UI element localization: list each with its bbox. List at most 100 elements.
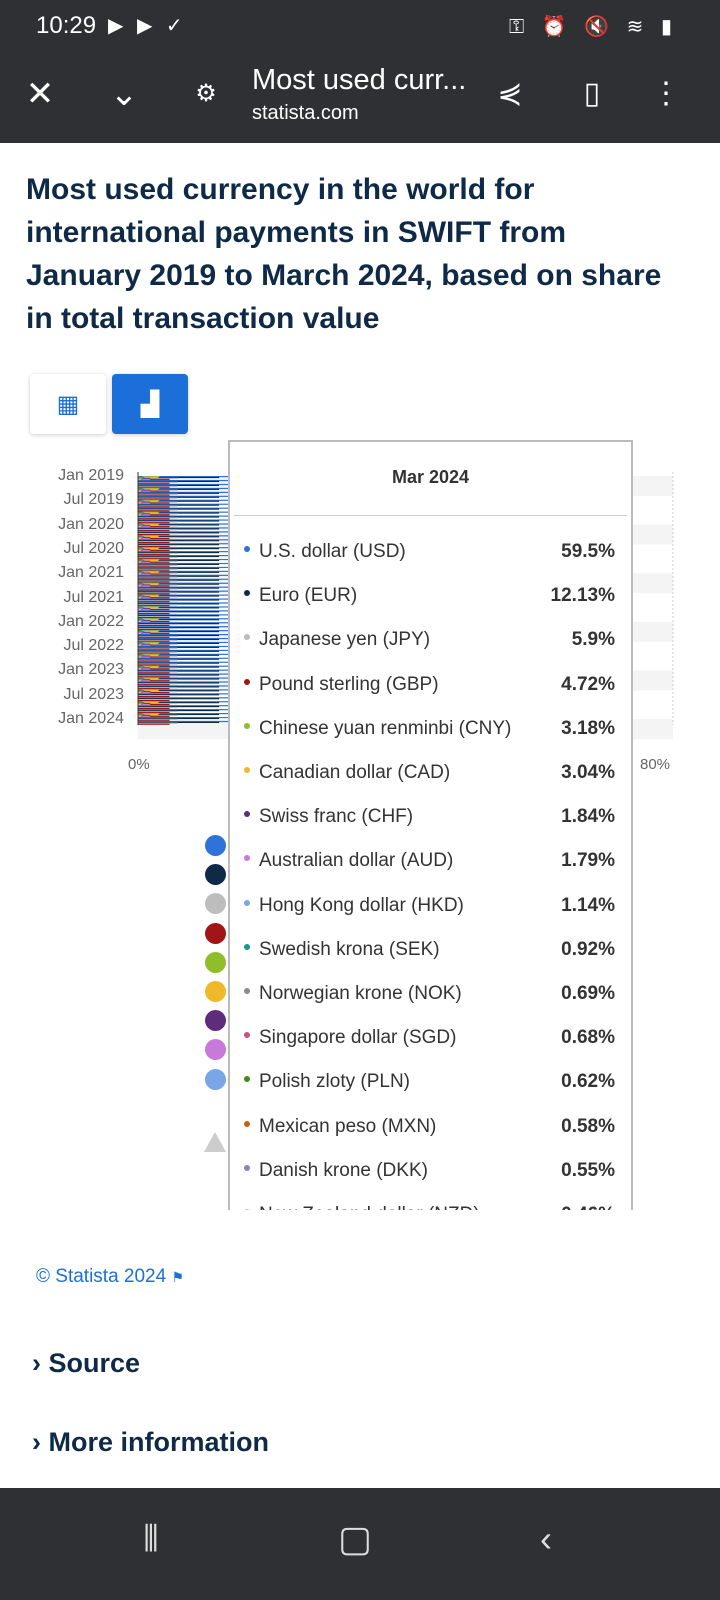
page-settings-icon[interactable]: ⚙	[195, 80, 217, 107]
more-information-accordion[interactable]: › More information	[32, 1427, 269, 1457]
tooltip-row: Australian dollar (AUD) 1.79%	[244, 839, 615, 883]
bar	[138, 537, 151, 539]
bar	[138, 707, 170, 709]
bar	[138, 723, 170, 725]
bar	[138, 703, 142, 706]
bar	[138, 553, 170, 555]
bar	[138, 559, 142, 562]
share-icon[interactable]: ⋞	[497, 77, 523, 110]
legend-dot[interactable]	[205, 835, 226, 856]
bar	[138, 702, 151, 705]
bar	[138, 561, 170, 563]
bar	[138, 525, 142, 527]
bar	[138, 509, 178, 511]
table-view-button[interactable]: ▦	[30, 374, 106, 434]
legend-dot[interactable]	[205, 1068, 226, 1090]
grid-icon: ▦	[56, 390, 80, 418]
bar	[138, 549, 142, 551]
legend-dot[interactable]	[205, 922, 226, 944]
bar	[138, 618, 143, 620]
bar	[138, 512, 142, 514]
bar	[138, 620, 142, 623]
legend-dot[interactable]	[205, 1039, 226, 1061]
legend-dot[interactable]	[205, 951, 226, 973]
bar	[138, 680, 142, 682]
bar	[138, 668, 150, 670]
more-icon[interactable]: ⋮	[651, 77, 681, 110]
home-button[interactable]: ▢	[338, 1518, 373, 1559]
bar	[138, 609, 142, 611]
bar	[138, 500, 220, 502]
series-name: Euro (EUR)	[259, 585, 358, 607]
bar	[138, 548, 142, 550]
bar	[138, 630, 160, 632]
bar	[138, 670, 220, 672]
series-value: 59.5%	[561, 541, 615, 562]
chart-view-button[interactable]: ▟	[112, 374, 188, 434]
bar	[138, 499, 143, 501]
bar	[138, 597, 170, 599]
legend-dot[interactable]	[205, 864, 226, 886]
source-accordion[interactable]: › Source	[32, 1348, 141, 1378]
bar	[138, 488, 159, 490]
bar	[138, 573, 150, 575]
statista-copyright-link[interactable]: © Statista 2024 ⚑	[36, 1266, 184, 1288]
bar	[138, 678, 159, 680]
bookmark-icon[interactable]: ▯	[583, 77, 601, 110]
series-dot	[244, 767, 250, 773]
bar	[138, 713, 142, 716]
series-dot	[244, 546, 250, 552]
bar	[138, 710, 178, 713]
bar	[138, 694, 220, 696]
bar	[138, 662, 220, 664]
bar	[138, 584, 142, 586]
bar	[138, 619, 159, 621]
bar	[138, 654, 142, 656]
bar	[138, 579, 220, 581]
bar	[138, 556, 178, 558]
bar	[138, 643, 151, 645]
series-name: Chinese yuan renminbi (CNY)	[259, 717, 512, 739]
bar	[138, 691, 151, 693]
tooltip-row: Singapore dollar (SGD) 0.68%	[244, 1016, 615, 1060]
bar	[138, 702, 159, 704]
bar	[138, 611, 220, 613]
bar	[138, 536, 220, 538]
legend-dot[interactable]	[205, 1010, 226, 1032]
copyright-text: © Statista 2024	[36, 1266, 167, 1287]
bar	[138, 524, 220, 526]
bar	[138, 563, 220, 565]
bar	[138, 682, 220, 684]
bar	[138, 516, 220, 518]
bar	[138, 608, 178, 610]
bar	[138, 642, 220, 644]
bar	[138, 671, 178, 673]
browser-toolbar: ✕ ⌄ ⚙ Most used curr... statista.com ⋞ ▯…	[0, 50, 720, 143]
tooltip-row: Mexican peso (MXN) 0.58%	[244, 1105, 615, 1149]
bar	[138, 561, 142, 563]
recent-apps-button[interactable]: ⦀	[143, 1518, 159, 1559]
bar	[138, 668, 142, 670]
bar	[138, 540, 220, 542]
bar	[138, 544, 178, 547]
bar	[138, 513, 142, 515]
bar	[138, 641, 160, 644]
bar	[138, 572, 151, 574]
bar	[138, 560, 178, 562]
bar	[138, 496, 220, 498]
bar	[138, 502, 170, 504]
legend-dot[interactable]	[205, 981, 226, 1002]
bar	[138, 511, 160, 513]
chevron-down-icon[interactable]: ⌄	[109, 75, 139, 113]
bar	[138, 577, 170, 579]
back-button[interactable]: ‹	[540, 1518, 552, 1559]
bar	[138, 630, 159, 633]
bar	[138, 594, 160, 596]
bar	[138, 525, 151, 527]
legend-dot[interactable]	[205, 893, 226, 915]
legend-more-icon[interactable]	[204, 1132, 226, 1152]
bar	[138, 607, 142, 609]
close-icon[interactable]: ✕	[25, 75, 55, 113]
bar	[138, 672, 170, 674]
bar	[138, 551, 220, 554]
